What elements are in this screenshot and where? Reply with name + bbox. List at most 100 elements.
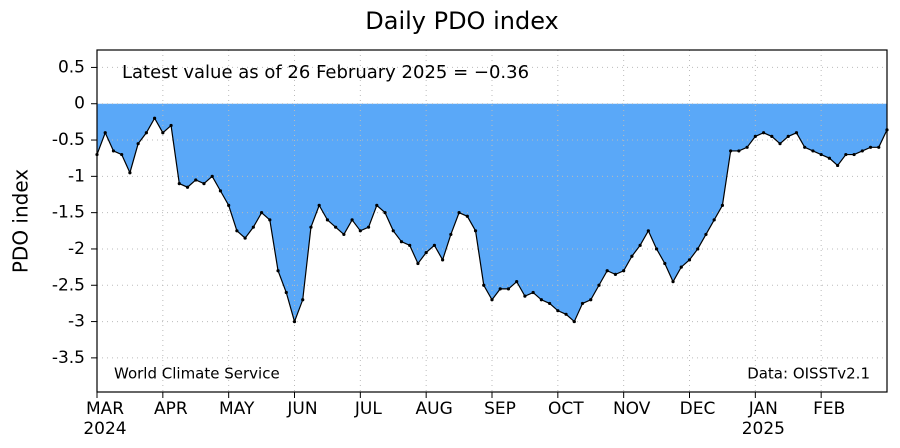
- point: [646, 229, 650, 233]
- point: [276, 269, 280, 273]
- point: [432, 243, 436, 247]
- x-tick-label: MAY: [219, 399, 255, 419]
- point: [803, 145, 807, 149]
- x-tick-label: JUN: [286, 399, 317, 419]
- point: [778, 142, 782, 146]
- point: [350, 218, 354, 222]
- point: [128, 171, 132, 175]
- plot-frame: [96, 49, 888, 393]
- point: [473, 229, 478, 233]
- point: [185, 185, 190, 189]
- point: [580, 301, 585, 306]
- y-tick-label: -1.5: [52, 203, 85, 223]
- point: [844, 152, 848, 157]
- chart-title: Daily PDO index: [365, 7, 559, 35]
- point: [663, 261, 667, 266]
- point: [506, 287, 511, 291]
- point: [770, 134, 774, 139]
- point: [712, 218, 716, 222]
- point: [737, 149, 741, 153]
- y-tick-label: -3: [68, 312, 85, 332]
- x-year-label: 2024: [83, 419, 126, 439]
- point: [366, 225, 371, 229]
- point: [729, 149, 733, 153]
- point: [424, 250, 428, 255]
- point: [235, 229, 239, 233]
- point: [334, 225, 338, 229]
- point: [301, 298, 305, 302]
- point: [704, 232, 708, 237]
- point: [671, 280, 675, 284]
- x-tick-label: AUG: [416, 399, 453, 419]
- point: [309, 225, 313, 229]
- point: [284, 290, 288, 295]
- x-tick-label: JUL: [354, 399, 382, 419]
- y-tick-label: -2: [68, 239, 85, 259]
- point: [482, 283, 486, 287]
- point: [564, 312, 568, 316]
- point: [210, 174, 214, 178]
- point: [399, 240, 404, 244]
- point: [572, 319, 576, 324]
- point: [687, 258, 692, 262]
- point: [103, 131, 107, 135]
- point: [243, 236, 247, 240]
- point: [852, 152, 856, 157]
- point: [292, 319, 297, 324]
- point: [144, 131, 148, 135]
- x-tick-label: MAR: [86, 399, 124, 419]
- point: [638, 243, 642, 247]
- point: [877, 145, 881, 149]
- y-tick-label: 0.5: [58, 57, 85, 77]
- point: [268, 218, 272, 222]
- point: [441, 258, 445, 262]
- point: [259, 211, 264, 215]
- point: [679, 265, 683, 269]
- point: [548, 301, 552, 306]
- point: [251, 225, 255, 229]
- point: [786, 134, 790, 139]
- point: [490, 298, 494, 302]
- point: [375, 203, 379, 207]
- source-right: Data: OISSTv2.1: [747, 365, 870, 383]
- x-tick-label: FEB: [813, 399, 845, 419]
- point: [696, 247, 700, 251]
- point: [408, 243, 412, 247]
- x-tick-label: OCT: [548, 399, 584, 419]
- point: [383, 211, 387, 215]
- x-tick-label: NOV: [613, 399, 651, 419]
- x-year-label: 2025: [742, 419, 785, 439]
- point: [761, 131, 766, 135]
- point: [819, 152, 823, 157]
- point: [531, 290, 535, 295]
- y-axis-label: PDO index: [9, 169, 33, 273]
- point: [391, 229, 395, 233]
- point: [325, 218, 330, 222]
- point: [202, 182, 206, 186]
- y-tick-label: -0.5: [52, 130, 85, 150]
- point: [745, 145, 749, 149]
- point: [457, 211, 461, 215]
- point: [827, 156, 831, 160]
- point: [169, 123, 173, 128]
- point: [153, 116, 157, 120]
- point: [218, 189, 223, 193]
- source-left: World Climate Service: [114, 365, 280, 383]
- point: [622, 269, 626, 273]
- point: [556, 309, 560, 313]
- point: [794, 131, 799, 135]
- y-tick-label: -1: [68, 166, 85, 186]
- x-tick-label: APR: [154, 399, 188, 419]
- point: [358, 229, 362, 233]
- point: [177, 182, 181, 186]
- point: [317, 203, 321, 207]
- point: [416, 261, 420, 266]
- point: [654, 247, 659, 251]
- point: [836, 163, 840, 168]
- point: [539, 298, 543, 302]
- annotation: Latest value as of 26 February 2025 = −0…: [122, 62, 529, 83]
- y-tick-label: 0: [74, 94, 85, 114]
- point: [227, 203, 231, 207]
- point: [868, 145, 873, 149]
